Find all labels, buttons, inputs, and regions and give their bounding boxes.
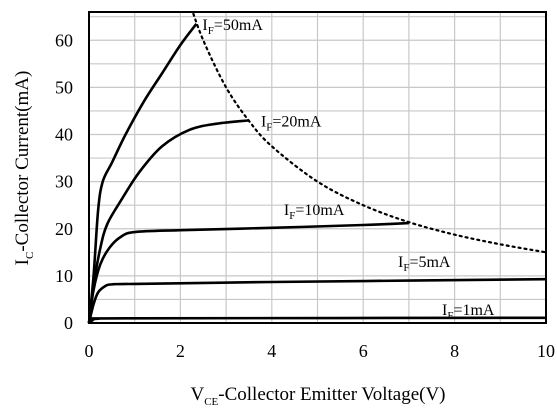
power-limit-dotted-curve <box>191 12 546 254</box>
y-tick-label: 0 <box>64 313 73 333</box>
x-tick-label: 10 <box>537 341 555 361</box>
series-label: IF=1mA <box>442 302 495 322</box>
y-tick-label: 30 <box>55 172 73 192</box>
series-label: IF=20mA <box>261 113 322 133</box>
y-tick-label: 50 <box>55 77 73 97</box>
series-line <box>88 316 547 325</box>
y-tick-label: 20 <box>55 219 73 239</box>
x-tick-label: 8 <box>450 341 459 361</box>
power-limit-curve <box>191 12 546 254</box>
x-tick-label: 2 <box>176 341 185 361</box>
series-label: IF=5mA <box>398 254 451 274</box>
y-tick-label: 60 <box>55 30 73 50</box>
x-tick-label: 6 <box>359 341 368 361</box>
y-tick-labels: 0 10 20 30 40 50 60 <box>55 30 73 333</box>
plot-frame <box>88 11 547 324</box>
y-axis-label: IC-Collector Current(mA) <box>12 71 36 266</box>
series-line <box>87 221 409 324</box>
grid <box>89 12 546 323</box>
series-label: IF=10mA <box>284 202 345 222</box>
x-tick-label: 4 <box>267 341 276 361</box>
curve-labels: IF=50mA IF=20mA IF=10mA IF=5mA IF=1mA <box>202 17 495 322</box>
x-axis-label: VCE-Collector Emitter Voltage(V) <box>190 384 445 408</box>
series-curves <box>87 22 547 325</box>
series-label: IF=50mA <box>202 17 263 37</box>
series-line <box>87 119 250 324</box>
series-line <box>87 22 198 324</box>
y-tick-label: 10 <box>55 266 73 286</box>
x-tick-label: 0 <box>85 341 94 361</box>
series-line <box>87 277 547 324</box>
y-tick-label: 40 <box>55 125 73 145</box>
x-tick-labels: 0 2 4 6 8 10 <box>85 341 556 361</box>
